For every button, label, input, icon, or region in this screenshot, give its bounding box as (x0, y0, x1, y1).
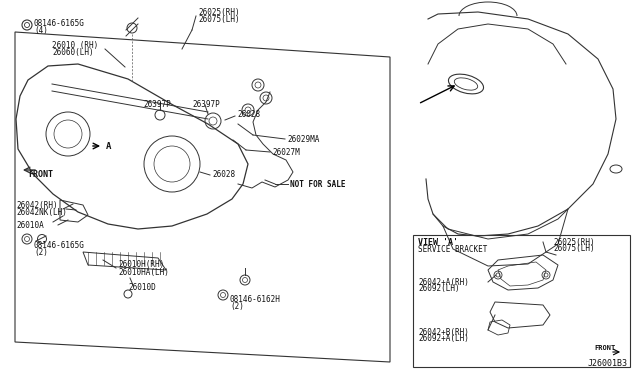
Text: 26397P: 26397P (143, 99, 171, 109)
Text: (2): (2) (34, 247, 48, 257)
Text: 08146-6165G: 08146-6165G (34, 19, 85, 28)
Text: 26042+B(RH): 26042+B(RH) (418, 327, 469, 337)
Text: 26397P: 26397P (192, 99, 220, 109)
Text: 26042(RH): 26042(RH) (16, 201, 58, 209)
Text: 26027M: 26027M (272, 148, 300, 157)
Text: 08146-6162H: 08146-6162H (230, 295, 281, 305)
Text: 26092+A(LH): 26092+A(LH) (418, 334, 469, 343)
Text: 26092(LH): 26092(LH) (418, 285, 460, 294)
Text: A: A (106, 141, 111, 151)
Text: 26025(RH): 26025(RH) (553, 237, 595, 247)
Text: 26010HA(LH): 26010HA(LH) (118, 267, 169, 276)
Text: 26075(LH): 26075(LH) (553, 244, 595, 253)
Text: VIEW 'A': VIEW 'A' (418, 237, 458, 247)
Text: 26010 (RH): 26010 (RH) (52, 41, 99, 49)
Text: SERVICE BRACKET: SERVICE BRACKET (418, 246, 488, 254)
Text: 26010D: 26010D (128, 282, 156, 292)
Text: 26010A: 26010A (16, 221, 44, 230)
Text: 26028: 26028 (237, 109, 260, 119)
Text: 26025(RH): 26025(RH) (198, 7, 239, 16)
Text: J26001B3: J26001B3 (588, 359, 628, 368)
Text: 26029MA: 26029MA (287, 135, 319, 144)
Text: NOT FOR SALE: NOT FOR SALE (290, 180, 346, 189)
Text: 26060(LH): 26060(LH) (52, 48, 93, 57)
Text: 26010H(RH): 26010H(RH) (118, 260, 164, 269)
Text: FRONT: FRONT (594, 345, 615, 351)
Text: 08146-6165G: 08146-6165G (34, 241, 85, 250)
Text: (2): (2) (230, 302, 244, 311)
Text: 26042NK(LH): 26042NK(LH) (16, 208, 67, 217)
Text: 26042+A(RH): 26042+A(RH) (418, 278, 469, 286)
Text: (4): (4) (34, 26, 48, 35)
Text: FRONT: FRONT (28, 170, 53, 179)
Text: 26075(LH): 26075(LH) (198, 15, 239, 23)
Text: 26028: 26028 (212, 170, 235, 179)
